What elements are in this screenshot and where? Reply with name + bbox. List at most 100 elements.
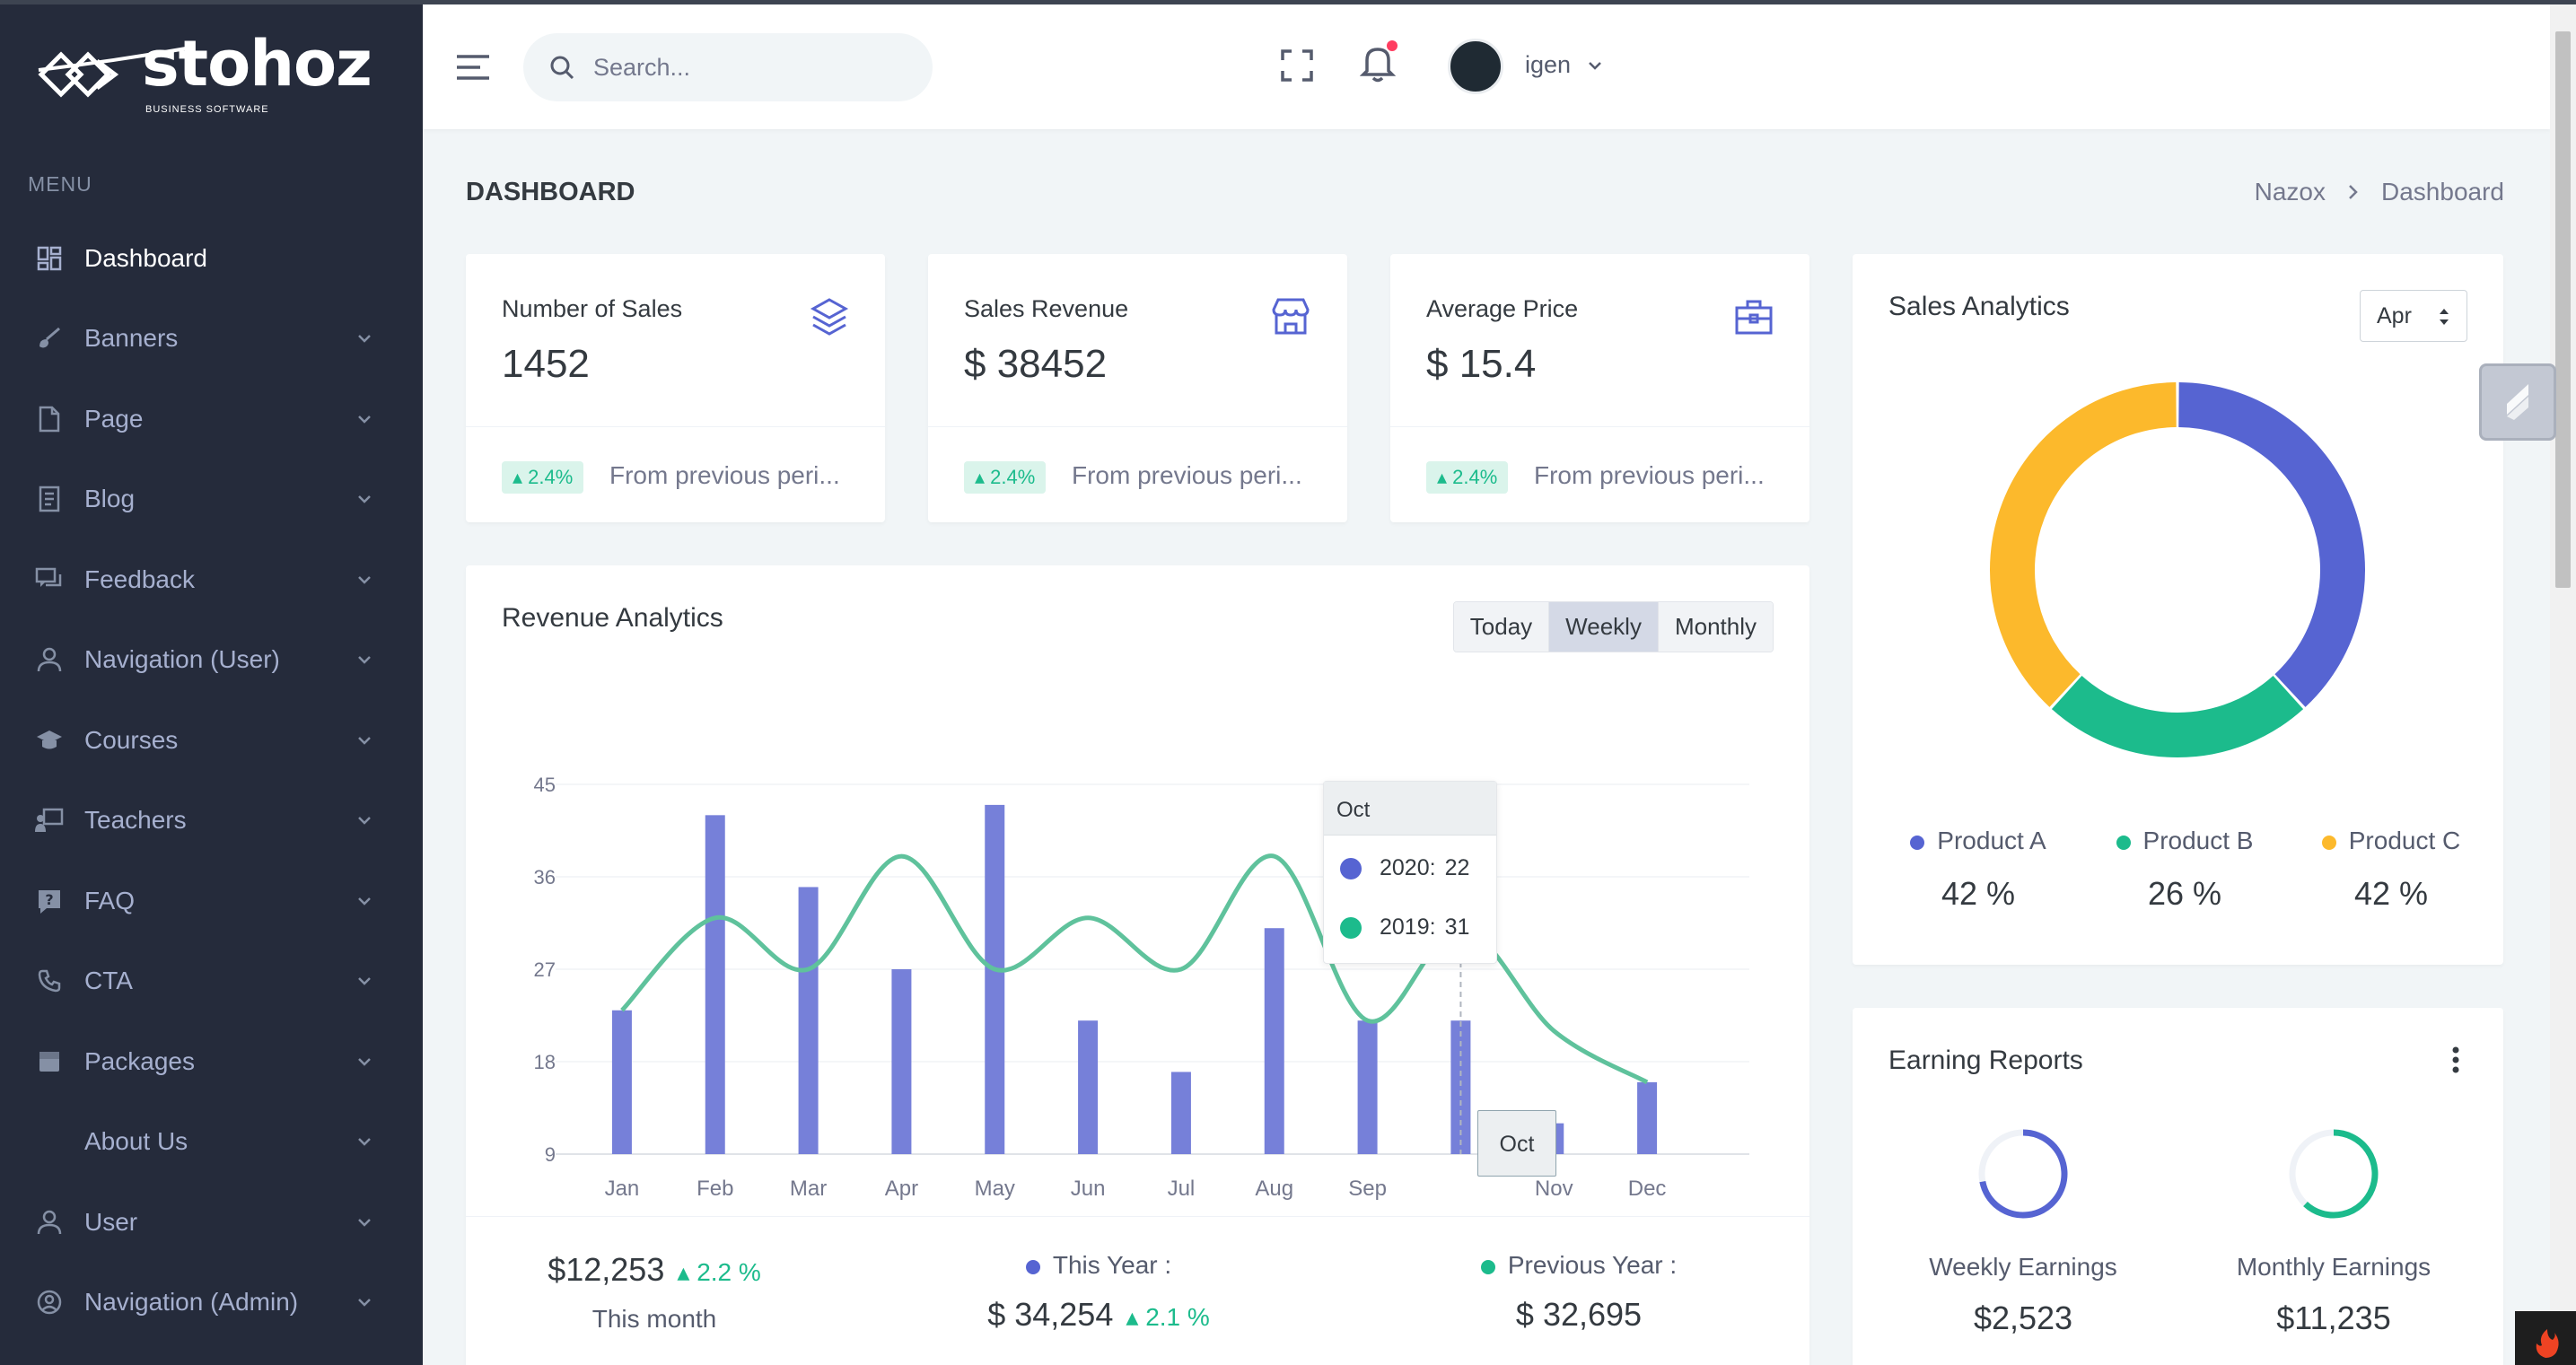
chart-tooltip: Oct 2020: 22 2019: 31: [1323, 781, 1497, 964]
fullscreen-icon[interactable]: [1279, 48, 1315, 83]
breadcrumb: Nazox Dashboard: [2011, 178, 2504, 206]
stat-footer: ▴ 2.4% From previous peri...: [1390, 426, 1809, 522]
sidebar-item-feedback[interactable]: Feedback: [0, 539, 423, 620]
earning-value: $2,523: [1973, 1299, 2073, 1336]
weekly-button[interactable]: Weekly: [1549, 602, 1659, 652]
stat-footer-text: From previous peri...: [1534, 461, 1765, 489]
sidebar-item-navigation-user[interactable]: Navigation (User): [0, 620, 423, 701]
month-select[interactable]: Apr: [2360, 290, 2467, 342]
earning-label: Weekly Earnings: [1929, 1253, 2117, 1281]
x-tick-label: Nov: [1535, 1177, 1573, 1201]
this-year-change: ▴ 2.1 %: [1126, 1303, 1210, 1331]
sidebar-item-label: Dashboard: [84, 243, 207, 272]
bar-jun[interactable]: [1078, 1020, 1099, 1154]
brand-logo[interactable]: stohoz BUSINESS SOFTWARE: [34, 25, 393, 115]
more-options-icon[interactable]: [2451, 1046, 2460, 1074]
scrollbar-thumb[interactable]: [2555, 31, 2571, 588]
chevron-down-icon: [358, 415, 371, 424]
phone-icon: [34, 966, 65, 996]
chevron-down-icon: [358, 817, 371, 826]
bar-oct[interactable]: [1450, 1020, 1471, 1154]
brand-swash-icon: [38, 46, 192, 72]
monthly-button[interactable]: Monthly: [1658, 602, 1773, 652]
previous-year-summary: Previous Year : $ 32,695: [1444, 1251, 1713, 1334]
y-tick-label: 9: [545, 1143, 556, 1166]
sidebar-item-label: About Us: [84, 1127, 188, 1156]
sidebar-item-cta[interactable]: CTA: [0, 941, 423, 1022]
top-strip: [0, 0, 2576, 4]
ring-progress: [1979, 1129, 2068, 1219]
sales-donut-chart[interactable]: [1853, 371, 2503, 792]
chevron-down-icon: [358, 736, 371, 745]
donut-slice-product-b[interactable]: [2051, 675, 2304, 757]
tooltip-title: Oct: [1324, 782, 1496, 836]
stat-footer: ▴ 2.4% From previous peri...: [466, 426, 885, 522]
revenue-chart[interactable]: 9 18 27 36 45 Jan Feb Mar Apr May Jun Jul Aug Sep Nov D…: [466, 700, 1809, 1212]
sidebar-item-about-us[interactable]: About Us: [0, 1102, 423, 1183]
card-title: Revenue Analytics: [502, 603, 723, 633]
legend-value: 42 %: [1941, 875, 2016, 912]
sidebar-item-blog[interactable]: Blog: [0, 459, 423, 540]
search-input[interactable]: [593, 53, 889, 82]
bar-may[interactable]: [985, 804, 1005, 1154]
notification-bell-icon[interactable]: [1360, 42, 1396, 83]
donut-slice-product-c[interactable]: [1990, 382, 2177, 707]
donut-slice-product-a[interactable]: [2177, 382, 2365, 707]
stat-label: Number of Sales: [502, 295, 683, 322]
change-badge: ▴ 2.4%: [1426, 461, 1509, 494]
x-tick-label: Dec: [1628, 1177, 1667, 1201]
x-tick-label: Feb: [697, 1177, 733, 1201]
sidebar-item-courses[interactable]: Courses: [0, 700, 423, 781]
settings-widget[interactable]: [2479, 363, 2556, 441]
y-tick-label: 18: [534, 1051, 556, 1073]
x-axis-tooltip: Oct: [1477, 1110, 1556, 1177]
menu-toggle-icon[interactable]: [455, 53, 491, 82]
sidebar-item-faq[interactable]: ? FAQ: [0, 861, 423, 941]
legend-dot: [1910, 835, 1925, 850]
this-year-summary: This Year : $ 34,254 ▴ 2.1 %: [964, 1251, 1233, 1334]
sidebar-item-label: CTA: [84, 967, 133, 995]
stat-value: 1452: [502, 342, 590, 386]
svg-text:?: ?: [45, 891, 53, 908]
sidebar-item-navigation-admin[interactable]: Navigation (Admin): [0, 1263, 423, 1343]
avatar[interactable]: [1448, 39, 1503, 94]
sidebar-nav: Dashboard Banners Page Blog: [0, 218, 423, 1343]
chevron-down-icon[interactable]: [1588, 60, 1602, 71]
sidebar-item-page[interactable]: Page: [0, 379, 423, 459]
chevron-down-icon: [358, 656, 371, 665]
article-icon: [34, 484, 65, 514]
username[interactable]: igen: [1525, 51, 1572, 78]
x-tick-label: Mar: [790, 1177, 827, 1201]
sidebar-item-packages[interactable]: Packages: [0, 1021, 423, 1102]
bar-dec[interactable]: [1637, 1081, 1658, 1154]
bar-aug[interactable]: [1264, 928, 1284, 1154]
sidebar-item-teachers[interactable]: Teachers: [0, 781, 423, 862]
revenue-footer: $12,253 ▴ 2.2 % This month This Year : $ …: [466, 1216, 1809, 1365]
file-icon: [34, 404, 65, 434]
bar-jan[interactable]: [611, 1010, 632, 1154]
sidebar-item-label: FAQ: [84, 886, 136, 914]
brush-icon: [34, 323, 65, 354]
sidebar-item-label: Navigation (User): [84, 645, 280, 674]
legend-item-product-b: Product B 26 %: [2077, 827, 2292, 913]
scrollbar[interactable]: [2550, 4, 2576, 1365]
sidebar: stohoz BUSINESS SOFTWARE MENU Dashboard …: [0, 0, 423, 1365]
today-button[interactable]: Today: [1453, 602, 1550, 652]
bar-jul[interactable]: [1170, 1072, 1191, 1154]
breadcrumb-item[interactable]: Nazox: [2254, 178, 2326, 206]
bar-mar[interactable]: [798, 887, 819, 1154]
sidebar-item-banners[interactable]: Banners: [0, 299, 423, 380]
bar-feb[interactable]: [705, 815, 725, 1154]
stat-footer: ▴ 2.4% From previous peri...: [928, 426, 1347, 522]
bar-sep[interactable]: [1357, 1020, 1378, 1154]
stat-value: $ 15.4: [1426, 342, 1537, 386]
search-icon: [550, 56, 574, 80]
bar-apr[interactable]: [891, 969, 912, 1154]
chevron-down-icon: [358, 1138, 371, 1147]
page-title: DASHBOARD: [466, 178, 635, 206]
chevron-down-icon: [358, 575, 371, 584]
tooltip-row: 2020: 22: [1340, 855, 1469, 881]
user-icon: [34, 644, 65, 675]
sidebar-item-user[interactable]: User: [0, 1182, 423, 1263]
sidebar-item-dashboard[interactable]: Dashboard: [0, 218, 423, 299]
